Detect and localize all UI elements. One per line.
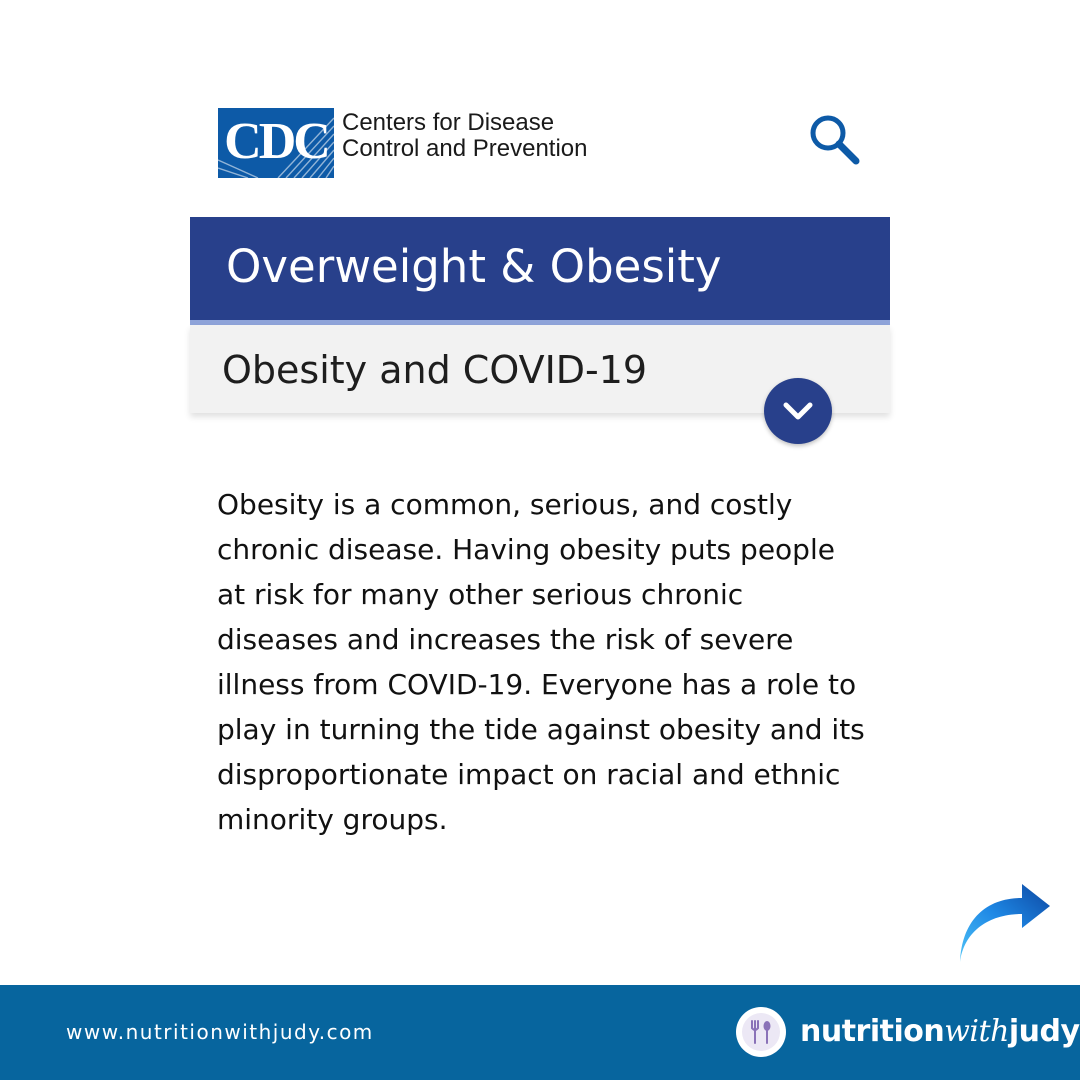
brand-name: nutritionwithjudy — [800, 1012, 1080, 1052]
paragraph-line: minority groups. — [217, 803, 448, 836]
search-button[interactable] — [806, 112, 864, 168]
chevron-down-icon — [783, 402, 813, 420]
org-name: Centers for Disease Control and Preventi… — [342, 110, 587, 162]
curved-arrow-right-icon — [960, 884, 1050, 962]
paragraph-line: chronic disease. Having obesity puts peo… — [217, 533, 835, 566]
paragraph-line: at risk for many other serious chronic — [217, 578, 744, 611]
brand-logo[interactable]: nutritionwithjudy — [736, 1007, 1080, 1059]
cdc-logo[interactable]: CDC Centers for Disease Control and Prev… — [218, 108, 638, 180]
intro-paragraph: Obesity is a common, serious, and costly… — [217, 482, 877, 842]
paragraph-line: play in turning the tide against obesity… — [217, 713, 865, 746]
brand-name-part2: with — [944, 1014, 1009, 1049]
paragraph-line: disproportionate impact on racial and et… — [217, 758, 841, 791]
cdc-logo-mark: CDC — [218, 108, 334, 178]
footer-bar: www.nutritionwithjudy.com nutritionwithj… — [0, 985, 1080, 1080]
fork-spoon-icon — [742, 1013, 780, 1051]
paragraph-line: illness from COVID-19. Everyone has a ro… — [217, 668, 857, 701]
brand-name-part1: nutrition — [800, 1014, 945, 1049]
logo-rays-graphic — [218, 117, 334, 178]
search-icon — [810, 115, 860, 165]
page-title: Overweight & Obesity — [226, 240, 722, 293]
org-name-line1: Centers for Disease — [342, 109, 555, 136]
section-title: Obesity and COVID-19 — [222, 348, 648, 392]
brand-name-part3: judy — [1008, 1014, 1080, 1049]
title-accent-line — [190, 320, 890, 325]
next-slide-arrow[interactable] — [952, 880, 1056, 964]
expand-menu-button[interactable] — [764, 378, 832, 444]
brand-icon-circle — [736, 1007, 786, 1057]
paragraph-line: Obesity is a common, serious, and costly — [217, 488, 793, 521]
website-url[interactable]: www.nutritionwithjudy.com — [66, 1020, 374, 1044]
page-title-bar: Overweight & Obesity — [190, 217, 890, 325]
paragraph-line: diseases and increases the risk of sever… — [217, 623, 794, 656]
cdc-logo-letters: CDC — [224, 113, 331, 170]
org-name-line2: Control and Prevention — [342, 135, 588, 162]
